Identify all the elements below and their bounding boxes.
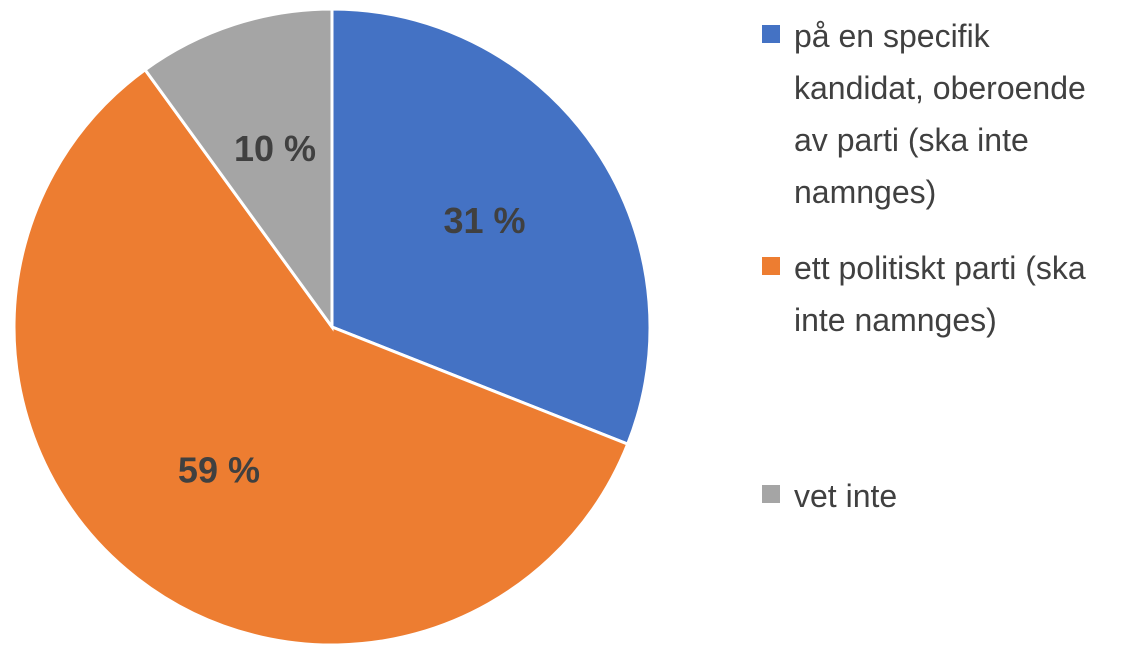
data-label: 10 %: [234, 128, 316, 169]
pie-slice: [142, 7, 334, 332]
legend-label: ett politiskt parti (ska inte namnges): [794, 250, 1086, 338]
legend-swatch: [762, 25, 780, 43]
pie-slice: [12, 67, 630, 645]
data-label: 59 %: [178, 449, 260, 490]
data-label: 31 %: [444, 200, 526, 241]
legend-swatch: [762, 485, 780, 503]
legend-swatch: [762, 257, 780, 275]
legend-entry: ett politiskt parti (ska inte namnges): [762, 242, 1122, 346]
legend-entry: vet inte: [762, 470, 1122, 522]
legend-entry: på en specifik kandidat, oberoende av pa…: [762, 10, 1122, 218]
legend-label: på en specifik kandidat, oberoende av pa…: [794, 18, 1086, 210]
pie-area: 31 % 59 % 10 %: [12, 7, 652, 645]
legend-label: vet inte: [794, 478, 898, 514]
pie-slice: [330, 7, 652, 447]
